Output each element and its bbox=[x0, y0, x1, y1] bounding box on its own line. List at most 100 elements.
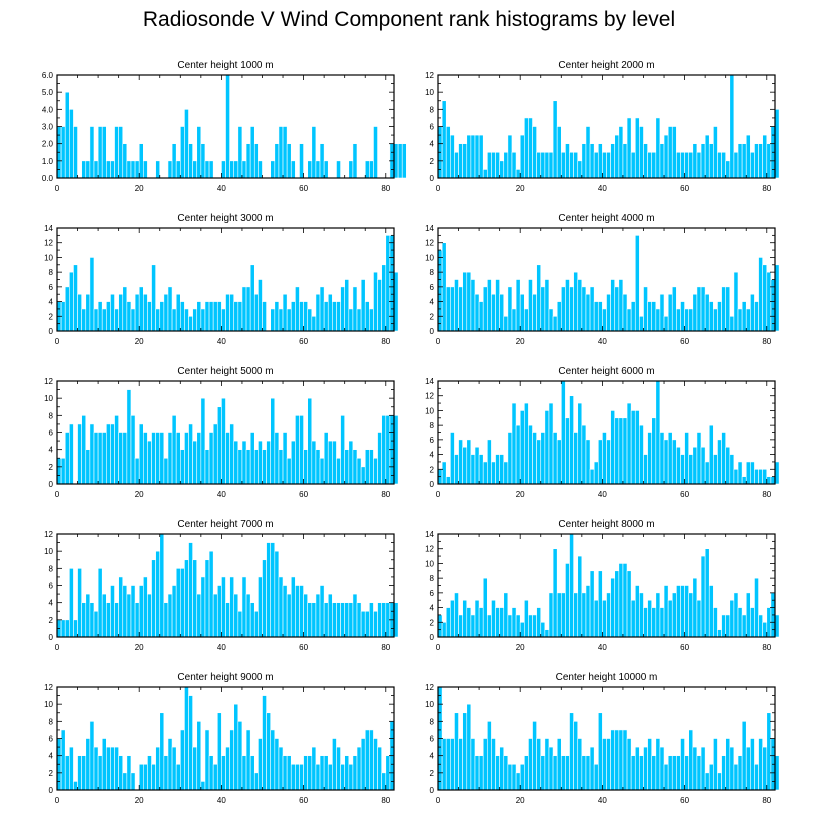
panel-6-bar bbox=[659, 432, 665, 485]
panel-8-bar bbox=[659, 607, 665, 638]
panel-4-bar bbox=[470, 279, 476, 332]
panel-7-bar bbox=[60, 619, 66, 638]
panel-4-x-tick-label: 40 bbox=[598, 337, 607, 346]
panel-3-bar bbox=[278, 308, 284, 332]
panel-6-x-tick-label: 80 bbox=[762, 490, 771, 499]
panel-3-bar bbox=[138, 286, 144, 332]
panel-3-bar bbox=[77, 293, 82, 332]
panel-2-bar bbox=[713, 126, 718, 179]
panel-6-bar bbox=[556, 439, 562, 485]
panel-2-bar bbox=[524, 117, 529, 179]
panel-9-bar bbox=[352, 755, 358, 791]
panel-9-bar bbox=[188, 695, 193, 791]
panel-8-y-tick-label: 0 bbox=[430, 633, 435, 642]
panel-9-bar bbox=[303, 755, 308, 791]
panel-7-y-tick-label: 6 bbox=[49, 582, 54, 591]
panel-5-x-tick-label: 80 bbox=[381, 490, 390, 499]
panel-5-bar bbox=[147, 440, 152, 485]
panel-10-bar bbox=[700, 746, 706, 791]
panel-6-bar bbox=[466, 439, 472, 485]
panel-7-bar bbox=[307, 602, 313, 638]
panel-9-bar bbox=[138, 763, 144, 791]
panel-10-bar bbox=[540, 755, 546, 791]
panel-10-bar bbox=[766, 712, 772, 791]
panel-2-bar bbox=[733, 151, 739, 179]
panel-2-bar bbox=[667, 126, 673, 179]
panel-5-bar bbox=[315, 449, 321, 485]
panel-10-bar bbox=[659, 746, 665, 791]
panel-7-bar bbox=[122, 585, 128, 638]
panel-7-y-tick-label: 2 bbox=[49, 616, 54, 625]
panel-2-bar bbox=[528, 117, 533, 179]
panel-1-bar bbox=[245, 143, 251, 179]
panel-10-bar bbox=[462, 712, 468, 791]
panel-8-bar bbox=[569, 533, 574, 638]
panel-3-bar bbox=[340, 286, 345, 332]
panel-6-title: Center height 6000 m bbox=[558, 366, 654, 377]
panel-1-bar bbox=[249, 126, 255, 179]
panel-5-bar bbox=[69, 423, 74, 485]
panel-6-bar bbox=[684, 432, 689, 485]
panel-7-bar bbox=[360, 610, 366, 638]
panel-10-bar bbox=[671, 755, 677, 791]
panel-8-bar bbox=[462, 599, 468, 638]
panel-7-bar bbox=[373, 610, 378, 638]
panel-6-bar bbox=[762, 468, 768, 485]
panel-8-bar bbox=[639, 592, 644, 638]
panel-3-x-tick-label: 40 bbox=[217, 337, 226, 346]
panel-4-bar bbox=[589, 286, 595, 332]
panel-10-bar bbox=[597, 712, 603, 791]
panel-8-bar bbox=[556, 592, 562, 638]
panel-4-bar bbox=[643, 286, 648, 332]
panel-8-bar bbox=[725, 614, 731, 638]
panel-1-x-tick-label: 0 bbox=[55, 184, 60, 193]
panel-6-bar bbox=[692, 446, 698, 485]
panel-8-y-tick-label: 2 bbox=[430, 618, 435, 627]
panel-9-x-tick-label: 80 bbox=[381, 796, 390, 805]
panel-9-bar bbox=[159, 712, 165, 791]
panel-3-bar bbox=[171, 308, 177, 332]
panel-5-bar bbox=[89, 423, 95, 485]
panel-9-bar bbox=[311, 746, 317, 791]
panel-8-bar bbox=[503, 592, 509, 638]
panel-3-x-tick-label: 60 bbox=[299, 337, 308, 346]
panel-9-bar bbox=[249, 755, 255, 791]
panel-7-bar bbox=[393, 602, 399, 638]
panel-8-bar bbox=[454, 592, 459, 638]
panel-8-bar bbox=[478, 607, 484, 638]
panel-8-bar bbox=[758, 614, 763, 638]
panel-10-bar bbox=[622, 729, 628, 791]
panel-7-bar bbox=[303, 593, 308, 638]
panel-6-bar bbox=[577, 402, 583, 485]
panel-5-y-tick-label: 10 bbox=[44, 394, 53, 403]
panel-9-bar bbox=[155, 746, 161, 791]
panel-9-bar bbox=[340, 763, 345, 791]
panel-6-bar bbox=[515, 424, 521, 485]
panel-9-bar bbox=[85, 738, 91, 791]
panel-3-bar bbox=[101, 308, 107, 332]
panel-2-bar bbox=[573, 151, 579, 179]
panel-5-bar bbox=[93, 432, 99, 485]
panel-2-bar bbox=[704, 134, 710, 179]
panel-10-bar bbox=[626, 738, 632, 791]
panel-8-y-tick-label: 8 bbox=[430, 574, 435, 583]
panel-10-bar bbox=[528, 738, 533, 791]
panel-9-bar bbox=[258, 738, 263, 791]
panel-8-bar bbox=[704, 548, 710, 638]
panel-7-bar bbox=[225, 602, 230, 638]
panel-3-bar bbox=[241, 286, 247, 332]
panel-5-bar bbox=[225, 432, 230, 485]
panel-9-bar bbox=[233, 703, 239, 791]
panel-7-bar bbox=[274, 550, 280, 638]
panel-4-y-tick-label: 12 bbox=[425, 239, 434, 248]
panel-6-y-tick-label: 4 bbox=[430, 451, 435, 460]
panel-10-bar bbox=[470, 738, 476, 791]
panel-10-bar bbox=[507, 763, 513, 791]
panel-3-bar bbox=[270, 308, 276, 332]
panel-1-x-tick-label: 40 bbox=[217, 184, 226, 193]
panel-9-bar bbox=[212, 763, 218, 791]
panel-7-bar bbox=[171, 585, 177, 638]
panel-9-bar bbox=[344, 755, 350, 791]
panel-6-bar bbox=[733, 468, 739, 485]
panel-2-bar bbox=[552, 100, 558, 179]
